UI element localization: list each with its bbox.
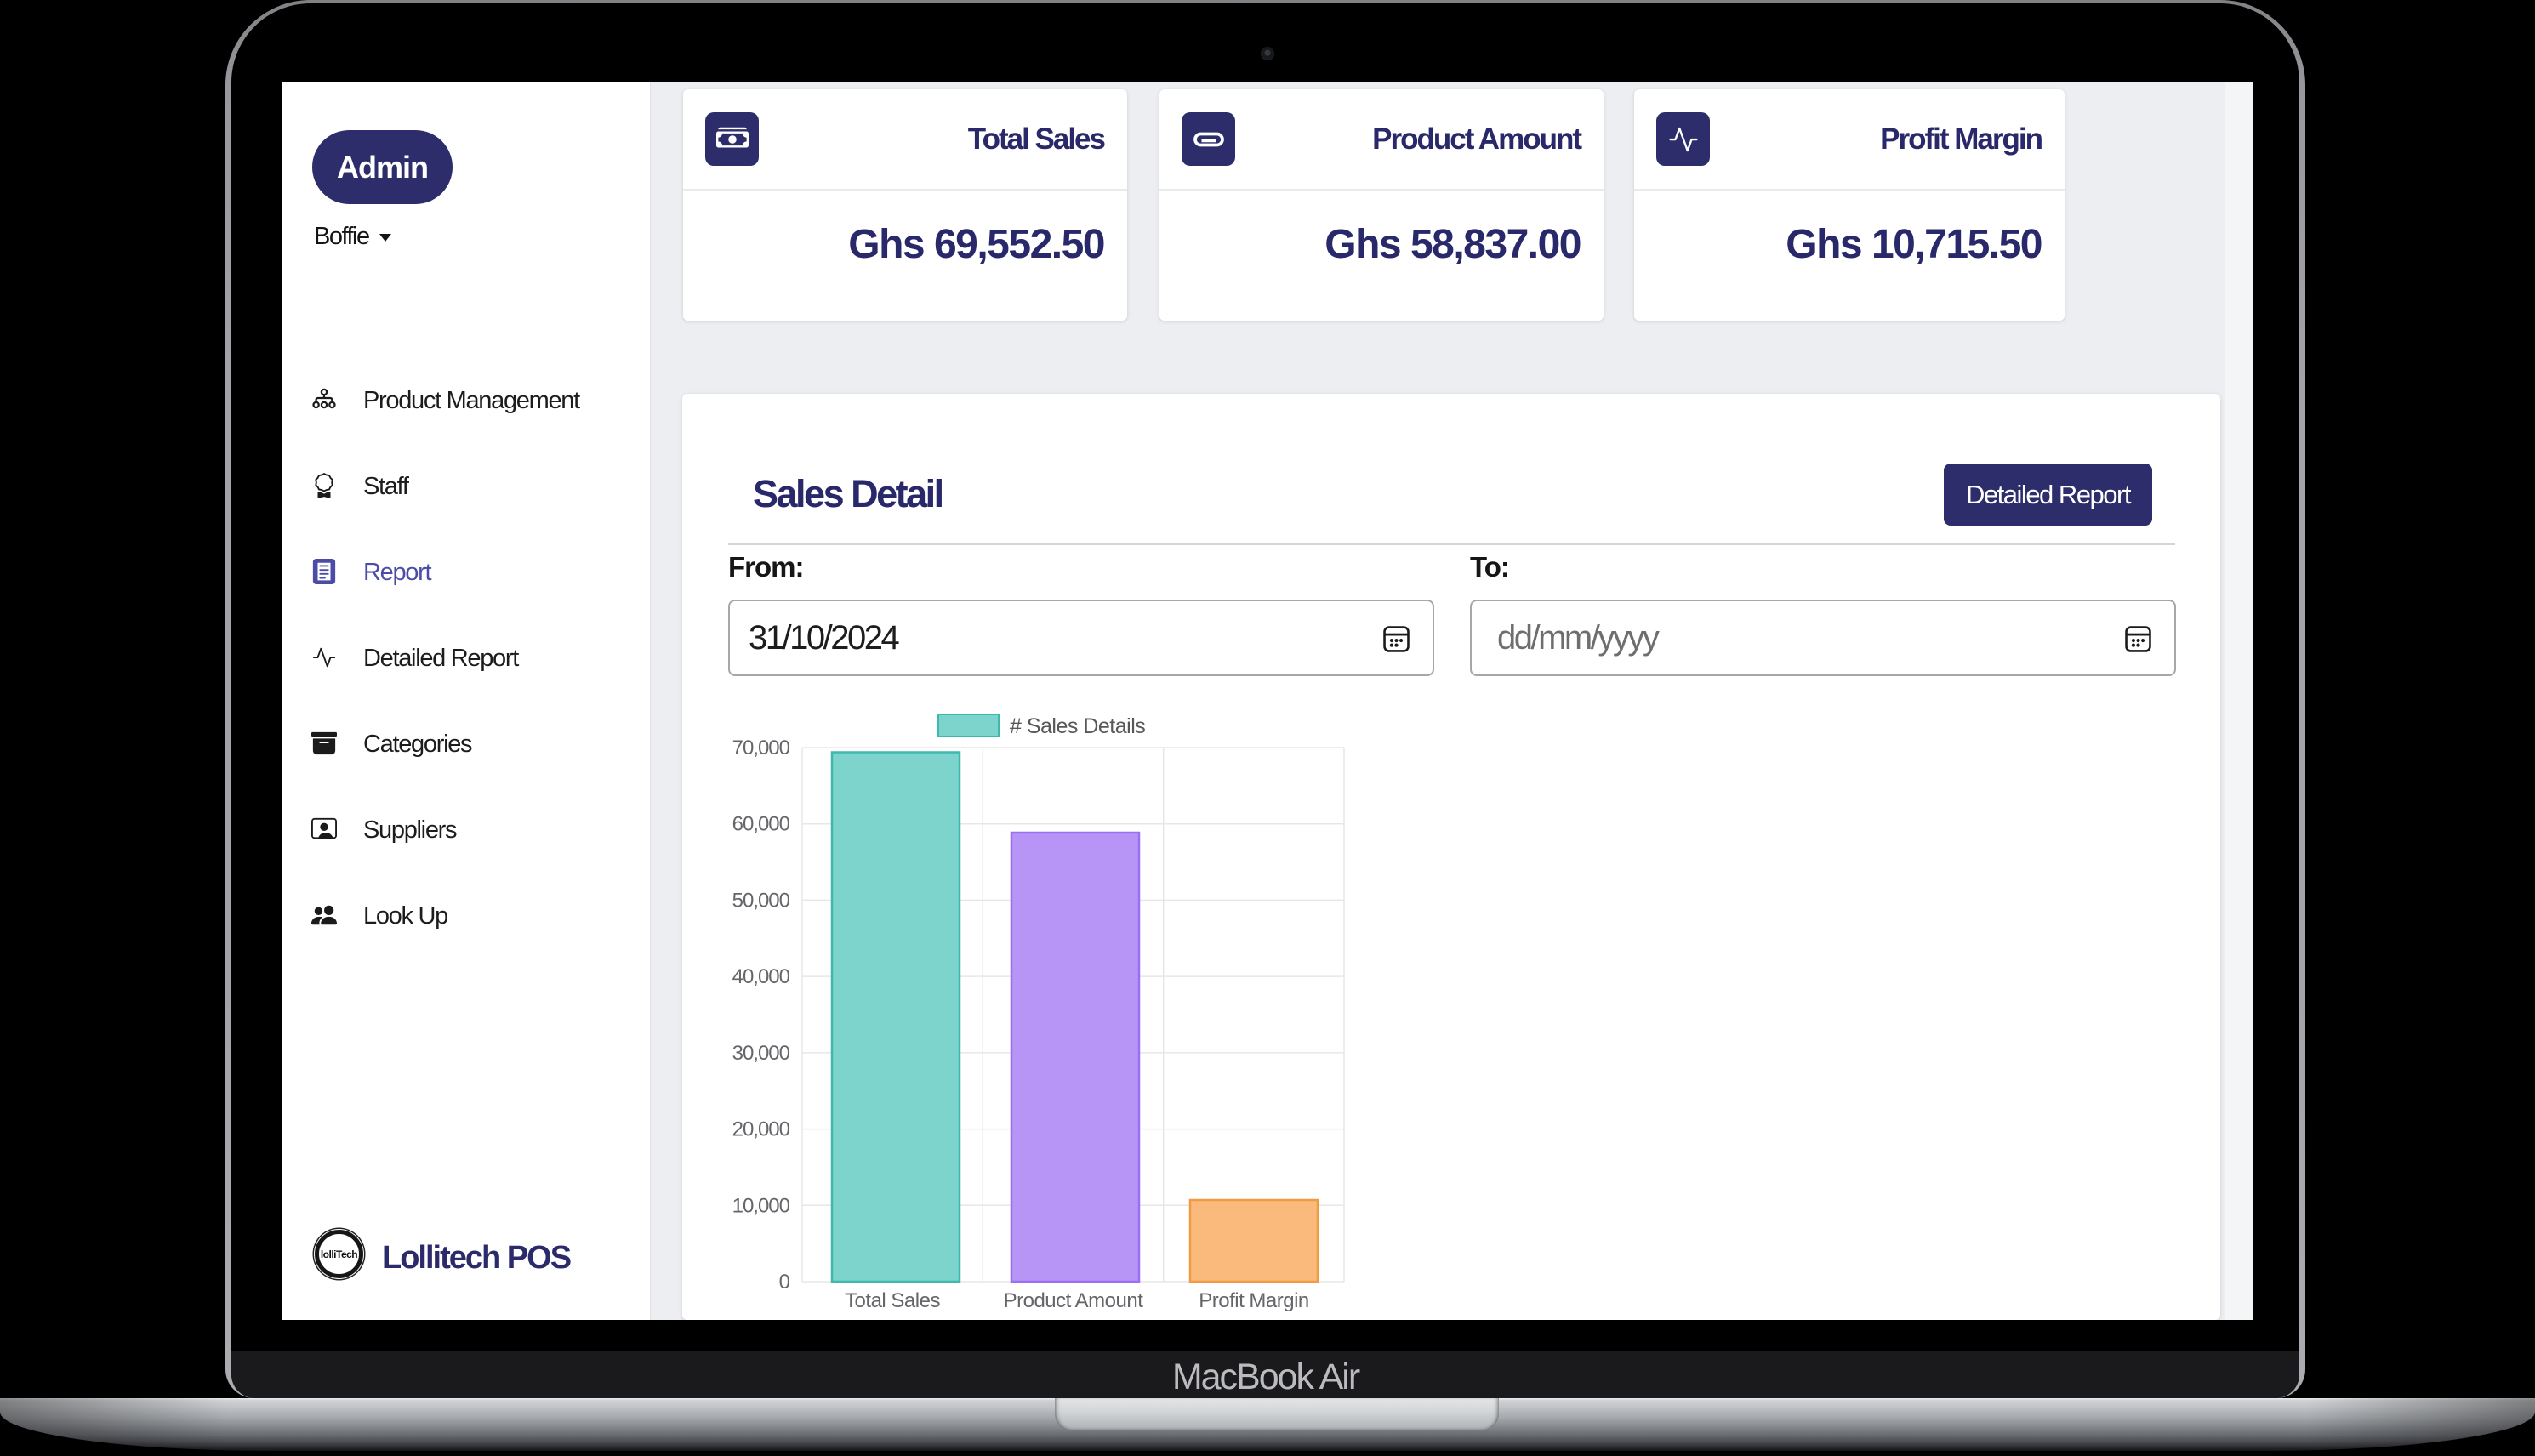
svg-text:60,000: 60,000 (732, 813, 790, 836)
svg-text:70,000: 70,000 (732, 737, 790, 759)
svg-text:0: 0 (779, 1271, 790, 1294)
svg-text:Product Amount: Product Amount (1004, 1289, 1144, 1312)
svg-text:Profit Margin: Profit Margin (1199, 1289, 1309, 1312)
svg-text:Total Sales: Total Sales (845, 1289, 940, 1312)
svg-text:10,000: 10,000 (732, 1194, 790, 1217)
svg-text:# Sales Details: # Sales Details (1010, 714, 1145, 738)
svg-text:20,000: 20,000 (732, 1118, 790, 1141)
svg-text:40,000: 40,000 (732, 965, 790, 988)
svg-text:30,000: 30,000 (732, 1042, 790, 1065)
svg-text:50,000: 50,000 (732, 889, 790, 912)
